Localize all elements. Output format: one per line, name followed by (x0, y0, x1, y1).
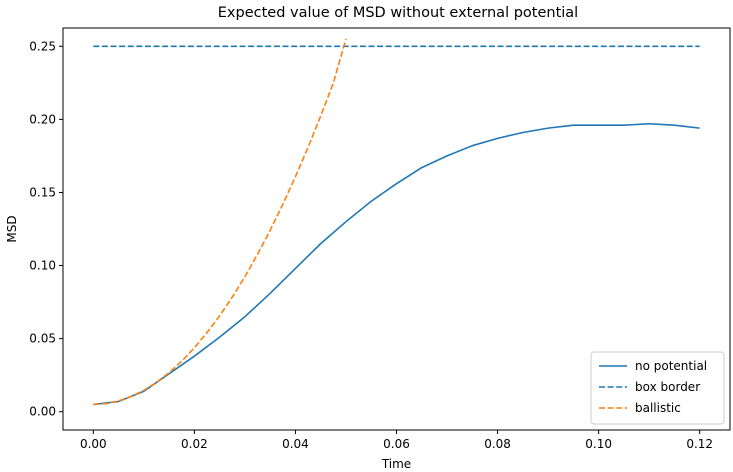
x-tick-label: 0.06 (383, 437, 410, 451)
x-tick-label: 0.10 (585, 437, 612, 451)
y-tick-label: 0.20 (29, 112, 56, 126)
x-axis: 0.00 0.02 0.04 0.06 0.08 0.10 0.12 (80, 430, 713, 451)
x-tick-label: 0.12 (686, 437, 713, 451)
x-axis-label: Time (381, 457, 411, 471)
y-axis: 0.00 0.05 0.10 0.15 0.20 0.25 (29, 39, 63, 419)
legend-label: ballistic (635, 401, 681, 415)
y-axis-label: MSD (5, 215, 19, 242)
chart-title: Expected value of MSD without external p… (218, 5, 578, 21)
y-tick-label: 0.00 (29, 405, 56, 419)
x-tick-label: 0.02 (181, 437, 208, 451)
plot-area (93, 38, 700, 406)
y-tick-label: 0.15 (29, 185, 56, 199)
y-tick-label: 0.05 (29, 332, 56, 346)
y-tick-label: 0.25 (29, 39, 56, 53)
legend-label: no potential (635, 359, 707, 373)
legend: no potential box border ballistic (590, 351, 725, 425)
x-tick-label: 0.04 (282, 437, 309, 451)
series-line-no-potential (93, 122, 700, 406)
series-line-ballistic (93, 38, 347, 406)
y-tick-label: 0.10 (29, 259, 56, 273)
x-tick-label: 0.08 (484, 437, 511, 451)
legend-label: box border (635, 380, 700, 394)
x-tick-label: 0.00 (80, 437, 107, 451)
legend-box (590, 351, 725, 425)
